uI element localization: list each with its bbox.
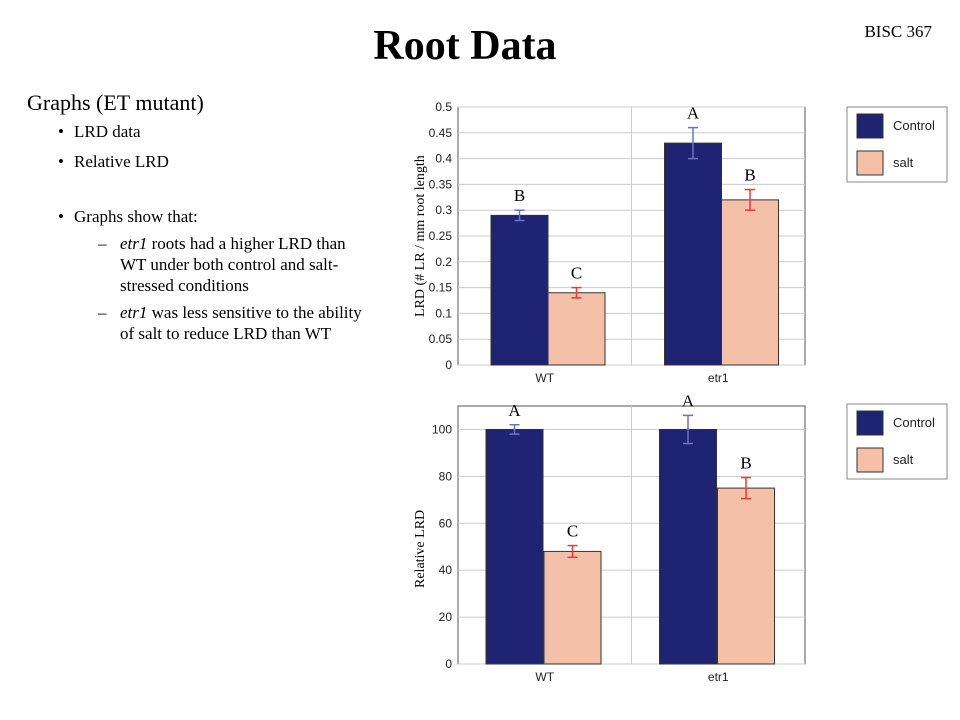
- significance-letter: B: [514, 186, 525, 205]
- slide-title: Root Data: [373, 23, 557, 69]
- dash-marker: –: [98, 234, 107, 253]
- y-tick-label: 60: [439, 516, 453, 530]
- legend-label: Control: [893, 415, 935, 430]
- legend-label: Control: [893, 118, 935, 133]
- legend-label: salt: [893, 452, 914, 467]
- course-code: BISC 367: [864, 22, 932, 41]
- x-tick-label: WT: [535, 670, 554, 684]
- finding-text: roots had a higher LRD than WT under bot…: [120, 234, 346, 295]
- significance-letter: C: [571, 264, 582, 283]
- bar: [543, 550, 602, 665]
- y-tick-label: 20: [439, 610, 453, 624]
- y-axis-label: Relative LRD: [413, 510, 428, 588]
- finding-item: – etr1 roots had a higher LRD than WT und…: [74, 233, 374, 296]
- significance-letter: B: [740, 454, 751, 473]
- y-tick-label: 40: [439, 563, 453, 577]
- y-tick-label: 0.15: [429, 281, 453, 295]
- y-axis-label: LRD (# LR / mm root length: [413, 155, 428, 317]
- gene-name: etr1: [120, 303, 148, 322]
- y-tick-label: 0.35: [429, 177, 453, 191]
- x-tick-label: WT: [535, 371, 554, 385]
- x-tick-label: etr1: [708, 670, 729, 684]
- bar: [485, 428, 544, 665]
- bar: [717, 487, 775, 665]
- relative-lrd-bar-chart: 0 20 40 60 80 100 WT etr1 A A C B Relative LRD Contro…: [413, 392, 948, 684]
- legend-swatch: [856, 113, 884, 139]
- bullet-lrd-data: LRD data: [58, 121, 374, 142]
- y-tick-label: 0.5: [435, 100, 452, 114]
- y-tick-label: 0.2: [435, 255, 452, 269]
- significance-letter: A: [687, 104, 700, 123]
- finding-text: was less sensitive to the ability of sal…: [120, 303, 362, 343]
- y-tick-label: 0.4: [435, 152, 452, 166]
- bullet-graphs-show: Graphs show that: –etr1 roots had a high…: [58, 206, 374, 344]
- bar: [664, 142, 722, 366]
- y-tick-label: 0.45: [429, 126, 453, 140]
- significance-letter: B: [744, 166, 755, 185]
- bullet-list: LRD data Relative LRD Graphs show that: …: [58, 112, 374, 344]
- y-tick-label: 0: [445, 657, 452, 671]
- significance-letter: A: [508, 401, 521, 420]
- finding-item: – etr1 was less sensitive to the ability …: [74, 302, 374, 344]
- lrd-bar-chart: 0 0.05 0.1 0.15 0.2 0.25 0.3 0.35 0.4 0.45 0.5 WT et…: [413, 100, 948, 385]
- y-tick-label: 0.05: [429, 332, 453, 346]
- legend: Control salt: [846, 106, 948, 183]
- significance-letter: A: [682, 392, 695, 410]
- bullet-graphs-show-label: Graphs show that:: [74, 207, 198, 226]
- x-tick-label: etr1: [708, 371, 729, 385]
- gene-name: etr1: [120, 234, 148, 253]
- legend-swatch: [856, 447, 884, 473]
- bar: [721, 199, 779, 366]
- legend-swatch: [856, 410, 884, 436]
- section-heading: Graphs (ET mutant): [27, 90, 204, 115]
- bar: [547, 292, 606, 366]
- dash-marker: –: [98, 303, 107, 322]
- significance-letter: C: [567, 522, 578, 541]
- bar: [659, 428, 717, 665]
- y-tick-label: 0.1: [435, 306, 452, 320]
- y-tick-label: 0.3: [435, 203, 452, 217]
- y-tick-label: 0: [445, 358, 452, 372]
- bar: [490, 214, 549, 366]
- bullet-relative-lrd: Relative LRD: [58, 151, 374, 172]
- y-tick-label: 80: [439, 469, 453, 483]
- legend-label: salt: [893, 155, 914, 170]
- legend-swatch: [856, 150, 884, 176]
- y-tick-label: 100: [432, 422, 452, 436]
- y-tick-label: 0.25: [429, 229, 453, 243]
- legend: Control salt: [846, 403, 948, 480]
- findings-list: – etr1 roots had a higher LRD than WT und…: [74, 233, 374, 344]
